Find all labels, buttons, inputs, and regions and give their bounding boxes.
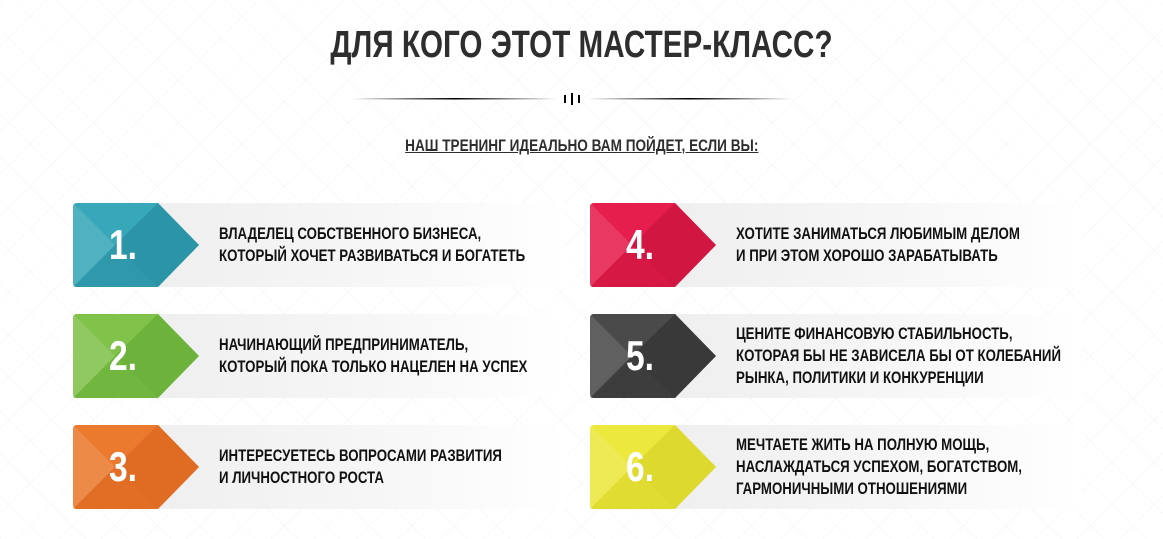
item-text-line: НАСЛАЖДАТЬСЯ УСПЕХОМ, БОГАТСТВОМ, [736,457,1022,476]
item-text-line: КОТОРАЯ БЫ НЕ ЗАВИСЕЛА БЫ ОТ КОЛЕБАНИЙ [736,346,1062,365]
item-text-line: ЦЕНИТЕ ФИНАНСОВУЮ СТАБИЛЬНОСТЬ, [736,324,1013,343]
item-number: 4. [625,221,655,268]
list-item: 1. ВЛАДЕЛЕЦ СОБСТВЕННОГО БИЗНЕСА, КОТОРЫЙ… [73,203,565,287]
ornament-divider [352,93,792,105]
list-item: 2. НАЧИНАЮЩИЙ ПРЕДПРИНИМАТЕЛЬ, КОТОРЫЙ ПО… [73,314,565,398]
item-text-line: ХОТИТЕ ЗАНИМАТЬСЯ ЛЮБИМЫМ ДЕЛОМ [736,224,1020,243]
number-badge [73,203,199,287]
item-text-line: РЫНКА, ПОЛИТИКИ И КОНКУРЕНЦИИ [736,368,984,387]
item-text-line: ВЛАДЕЛЕЦ СОБСТВЕННОГО БИЗНЕСА, [219,224,482,243]
number-badge [590,203,716,287]
item-text-line: ГАРМОНИЧНЫМИ ОТНОШЕНИЯМИ [736,479,968,498]
item-text-line: КОТОРЫЙ ХОЧЕТ РАЗВИВАТЬСЯ И БОГАТЕТЬ [219,246,526,265]
item-text-line: И ЛИЧНОСТНОГО РОСТА [219,468,384,487]
number-badge [590,425,716,509]
number-badge [590,314,716,398]
list-item: 3. ИНТЕРЕСУЕТЕСЬ ВОПРОСАМИ РАЗВИТИЯ И ЛИЧ… [73,425,565,509]
item-text-line: НАЧИНАЮЩИЙ ПРЕДПРИНИМАТЕЛЬ, [219,335,469,354]
list-item: 5. ЦЕНИТЕ ФИНАНСОВУЮ СТАБИЛЬНОСТЬ, КОТОРА… [590,314,1082,398]
item-number: 1. [108,221,138,268]
item-text-line: КОТОРЫЙ ПОКА ТОЛЬКО НАЦЕЛЕН НА УСПЕХ [219,357,528,376]
item-text-line: И ПРИ ЭТОМ ХОРОШО ЗАРАБАТЫВАТЬ [736,246,998,265]
list-item: 4. ХОТИТЕ ЗАНИМАТЬСЯ ЛЮБИМЫМ ДЕЛОМ И ПРИ … [590,203,1082,287]
item-number: 2. [108,332,138,379]
item-number: 5. [625,332,655,379]
item-number: 6. [625,443,655,490]
item-text-line: ИНТЕРЕСУЕТЕСЬ ВОПРОСАМИ РАЗВИТИЯ [219,446,502,465]
list-item: 6. МЕЧТАЕТЕ ЖИТЬ НА ПОЛНУЮ МОЩЬ, НАСЛАЖДА… [590,425,1082,509]
item-number: 3. [108,443,138,490]
number-badge [73,314,199,398]
page-title: ДЛЯ КОГО ЭТОТ МАСТЕР-КЛАСС? [330,24,833,66]
number-badge [73,425,199,509]
subtitle: НАШ ТРЕНИНГ ИДЕАЛЬНО ВАМ ПОЙДЕТ, ЕСЛИ ВЫ… [404,136,759,155]
item-text-line: МЕЧТАЕТЕ ЖИТЬ НА ПОЛНУЮ МОЩЬ, [736,435,990,454]
